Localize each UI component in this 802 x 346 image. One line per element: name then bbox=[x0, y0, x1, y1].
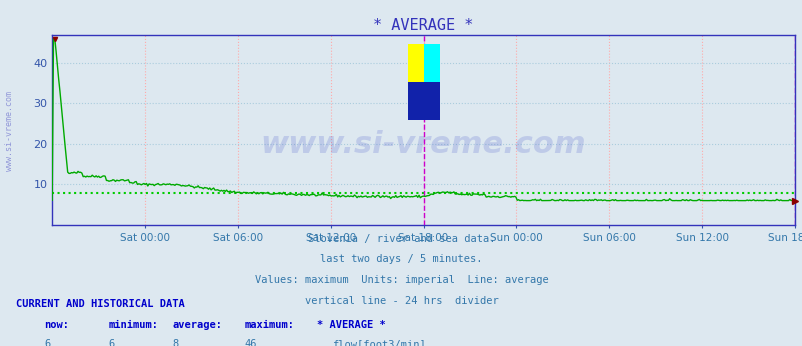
Text: average:: average: bbox=[172, 320, 222, 330]
Polygon shape bbox=[423, 44, 439, 82]
Text: now:: now: bbox=[44, 320, 69, 330]
Text: Values: maximum  Units: imperial  Line: average: Values: maximum Units: imperial Line: av… bbox=[254, 275, 548, 285]
Text: last two days / 5 minutes.: last two days / 5 minutes. bbox=[320, 254, 482, 264]
Polygon shape bbox=[407, 44, 423, 82]
Text: vertical line - 24 hrs  divider: vertical line - 24 hrs divider bbox=[304, 296, 498, 306]
Text: CURRENT AND HISTORICAL DATA: CURRENT AND HISTORICAL DATA bbox=[16, 299, 184, 309]
Text: minimum:: minimum: bbox=[108, 320, 158, 330]
Text: www.si-vreme.com: www.si-vreme.com bbox=[261, 130, 585, 160]
Text: Slovenia / river and sea data.: Slovenia / river and sea data. bbox=[307, 234, 495, 244]
Text: www.si-vreme.com: www.si-vreme.com bbox=[5, 91, 14, 172]
Text: 8: 8 bbox=[172, 339, 179, 346]
Title: * AVERAGE *: * AVERAGE * bbox=[373, 18, 473, 34]
Text: 6: 6 bbox=[44, 339, 51, 346]
Text: 6: 6 bbox=[108, 339, 115, 346]
Text: maximum:: maximum: bbox=[245, 320, 294, 330]
Polygon shape bbox=[407, 82, 439, 120]
Text: 46: 46 bbox=[245, 339, 257, 346]
Text: flow[foot3/min]: flow[foot3/min] bbox=[331, 339, 425, 346]
Text: * AVERAGE *: * AVERAGE * bbox=[317, 320, 386, 330]
